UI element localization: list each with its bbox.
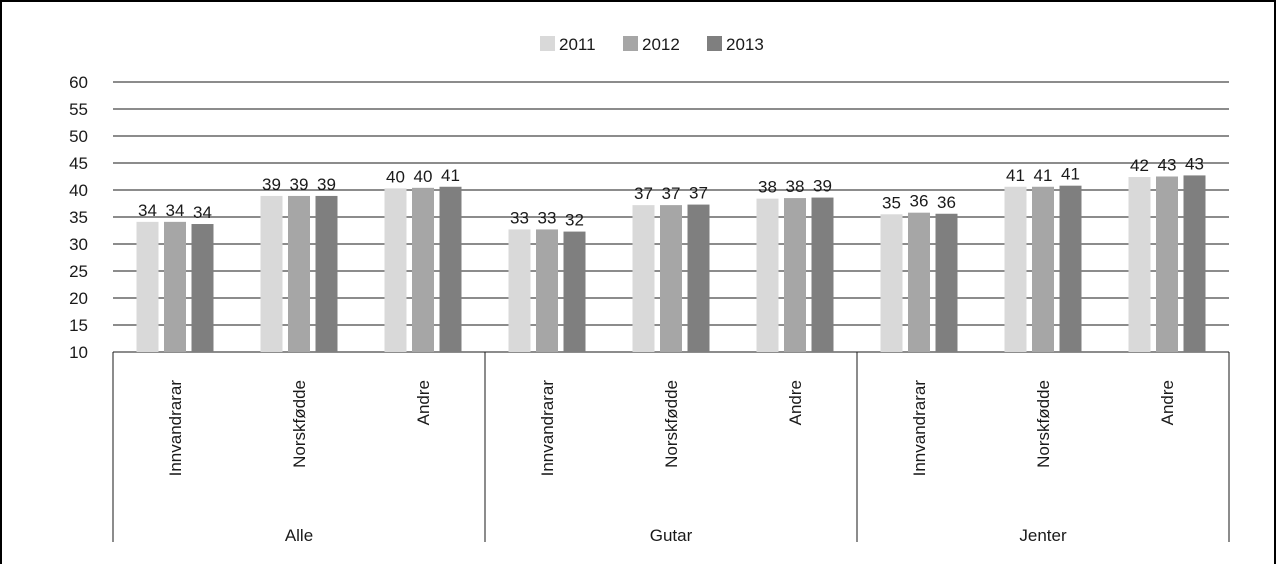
bar-2013 bbox=[1183, 175, 1206, 352]
data-label: 39 bbox=[262, 175, 281, 194]
data-label: 35 bbox=[882, 193, 901, 212]
data-label: 41 bbox=[1006, 166, 1025, 185]
bars bbox=[136, 175, 1206, 352]
category-label: Innvandrarar bbox=[166, 380, 185, 477]
data-label: 33 bbox=[538, 208, 557, 227]
y-tick-label: 50 bbox=[69, 127, 88, 146]
bar-2013 bbox=[315, 195, 338, 352]
data-label: 41 bbox=[1034, 166, 1053, 185]
legend-swatch-2012 bbox=[623, 36, 638, 51]
category-label: Andre bbox=[1158, 380, 1177, 425]
data-label: 33 bbox=[510, 208, 529, 227]
bar-2013 bbox=[563, 231, 586, 352]
y-tick-label: 60 bbox=[69, 73, 88, 92]
y-tick-label: 10 bbox=[69, 343, 88, 362]
group-label: Alle bbox=[285, 526, 313, 545]
bar-2013 bbox=[439, 186, 462, 352]
category-label: Norskfødde bbox=[1034, 380, 1053, 468]
data-labels: 34 34 34 39 39 39 40 40 41 33 33 32 37 37 37 38 38 39 35 36… bbox=[138, 154, 1204, 229]
data-label: 39 bbox=[317, 175, 336, 194]
data-label: 37 bbox=[689, 184, 708, 203]
y-tick-label: 30 bbox=[69, 235, 88, 254]
y-axis: 10 15 20 25 30 35 40 45 50 55 60 bbox=[69, 73, 88, 362]
bar-2012 bbox=[1032, 186, 1054, 352]
bar-2013 bbox=[191, 224, 214, 352]
y-tick-label: 15 bbox=[69, 316, 88, 335]
bar-2013 bbox=[811, 197, 834, 352]
data-label: 40 bbox=[386, 167, 405, 186]
data-label: 32 bbox=[565, 211, 584, 230]
data-label: 34 bbox=[166, 201, 185, 220]
legend-label: 2013 bbox=[726, 35, 764, 54]
category-label: Andre bbox=[414, 380, 433, 425]
y-tick-label: 25 bbox=[69, 262, 88, 281]
bar-2011 bbox=[1004, 186, 1027, 352]
bar-2012 bbox=[1156, 176, 1178, 352]
y-tick-label: 40 bbox=[69, 181, 88, 200]
category-label: Innvandrarar bbox=[538, 380, 557, 477]
y-tick-label: 45 bbox=[69, 154, 88, 173]
bar-2011 bbox=[260, 195, 283, 352]
legend-label: 2012 bbox=[642, 35, 680, 54]
bar-2012 bbox=[908, 212, 930, 352]
data-label: 39 bbox=[290, 175, 309, 194]
x-axis: Innvandrarar Norskfødde Andre Alle Innvandra… bbox=[112, 352, 1230, 545]
group-label: Gutar bbox=[650, 526, 693, 545]
data-label: 34 bbox=[193, 203, 212, 222]
y-tick-label: 20 bbox=[69, 289, 88, 308]
category-label: Andre bbox=[786, 380, 805, 425]
data-label: 40 bbox=[414, 167, 433, 186]
group-label: Jenter bbox=[1019, 526, 1067, 545]
data-label: 36 bbox=[910, 192, 929, 211]
bar-2011 bbox=[756, 198, 779, 352]
data-label: 38 bbox=[758, 178, 777, 197]
bar-2013 bbox=[935, 213, 958, 352]
category-label: Norskfødde bbox=[290, 380, 309, 468]
category-label: Innvandrarar bbox=[910, 380, 929, 477]
data-label: 37 bbox=[634, 184, 653, 203]
legend-swatch-2011 bbox=[540, 36, 555, 51]
bar-2012 bbox=[164, 221, 186, 352]
bar-2011 bbox=[1128, 177, 1151, 352]
y-tick-label: 35 bbox=[69, 208, 88, 227]
bar-2012 bbox=[660, 205, 682, 352]
bar-2012 bbox=[288, 195, 310, 352]
bar-2011 bbox=[384, 188, 407, 352]
data-label: 34 bbox=[138, 201, 157, 220]
y-tick-label: 55 bbox=[69, 100, 88, 119]
bar-2013 bbox=[687, 204, 710, 352]
bar-2012 bbox=[784, 198, 806, 352]
data-label: 38 bbox=[786, 177, 805, 196]
data-label: 37 bbox=[662, 184, 681, 203]
bar-2011 bbox=[880, 214, 903, 352]
legend-label: 2011 bbox=[559, 35, 596, 54]
legend-swatch-2013 bbox=[707, 36, 722, 51]
bar-2013 bbox=[1059, 185, 1082, 352]
data-label: 36 bbox=[937, 193, 956, 212]
bar-2012 bbox=[536, 229, 558, 352]
data-label: 43 bbox=[1185, 154, 1204, 173]
data-label: 39 bbox=[813, 177, 832, 196]
legend: 2011 2012 2013 bbox=[540, 35, 764, 54]
bar-2011 bbox=[508, 229, 531, 352]
data-label: 42 bbox=[1130, 156, 1149, 175]
bar-2011 bbox=[632, 205, 655, 352]
bar-2011 bbox=[136, 221, 159, 352]
category-label: Norskfødde bbox=[662, 380, 681, 468]
data-label: 41 bbox=[1061, 165, 1080, 184]
bar-2012 bbox=[412, 187, 434, 352]
data-label: 41 bbox=[441, 166, 460, 185]
data-label: 43 bbox=[1158, 156, 1177, 175]
